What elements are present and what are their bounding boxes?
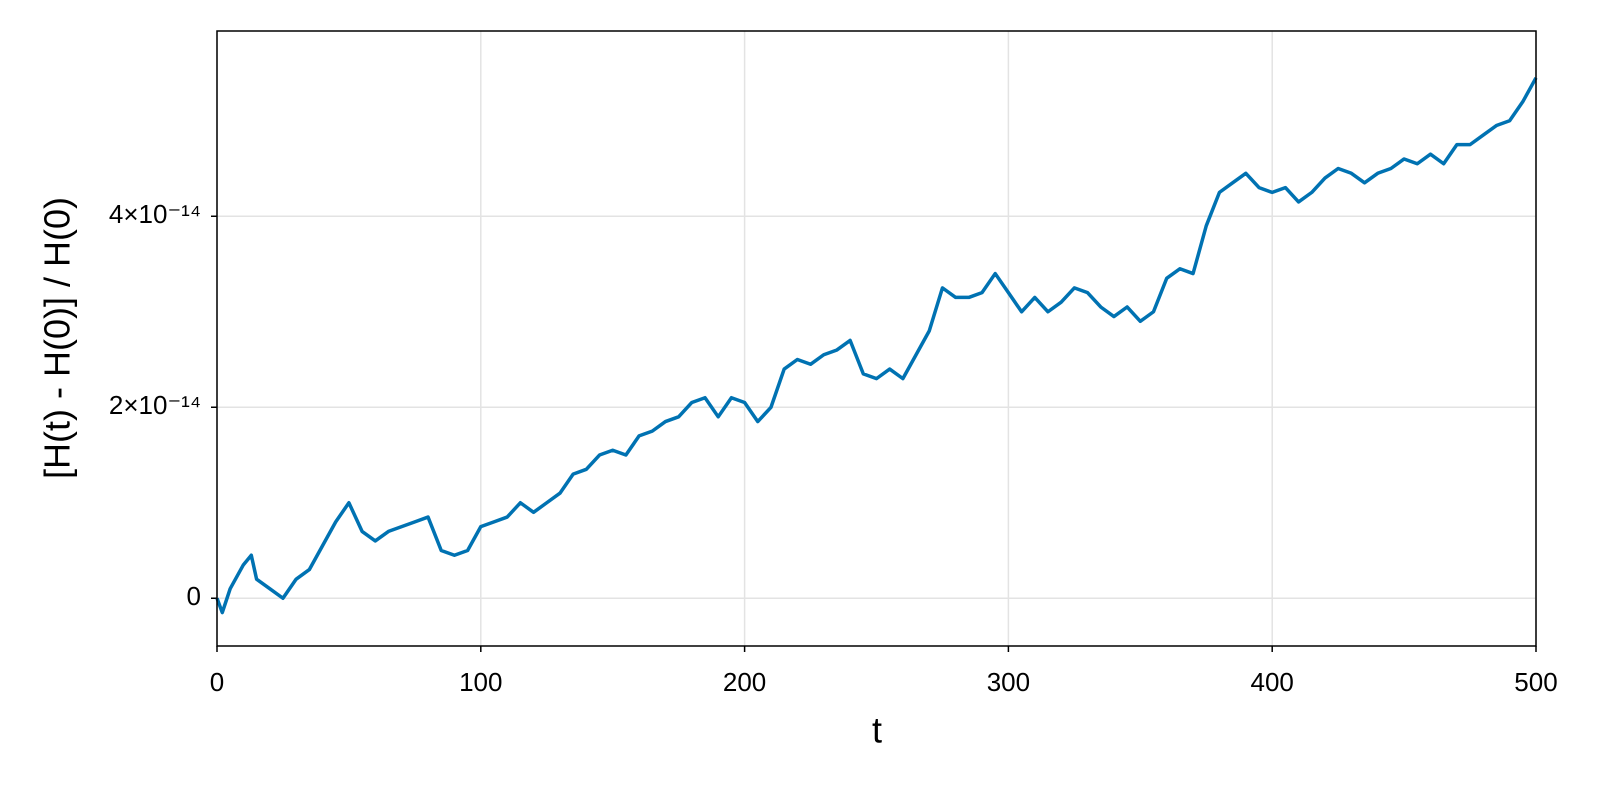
x-tick-label: 300 [987,667,1030,697]
x-tick-label: 400 [1251,667,1294,697]
y-tick-label: 0 [187,581,201,611]
x-axis-label: t [872,710,882,751]
y-tick-label: 4×10⁻¹⁴ [109,199,201,229]
x-tick-label: 0 [210,667,224,697]
x-tick-label: 500 [1514,667,1557,697]
y-axis-label: [H(t) - H(0)] / H(0) [37,197,78,479]
x-tick-label: 100 [459,667,502,697]
x-tick-label: 200 [723,667,766,697]
data-line [215,76,1538,615]
plot-frame [216,30,1537,647]
y-tick-label: 2×10⁻¹⁴ [109,390,201,420]
